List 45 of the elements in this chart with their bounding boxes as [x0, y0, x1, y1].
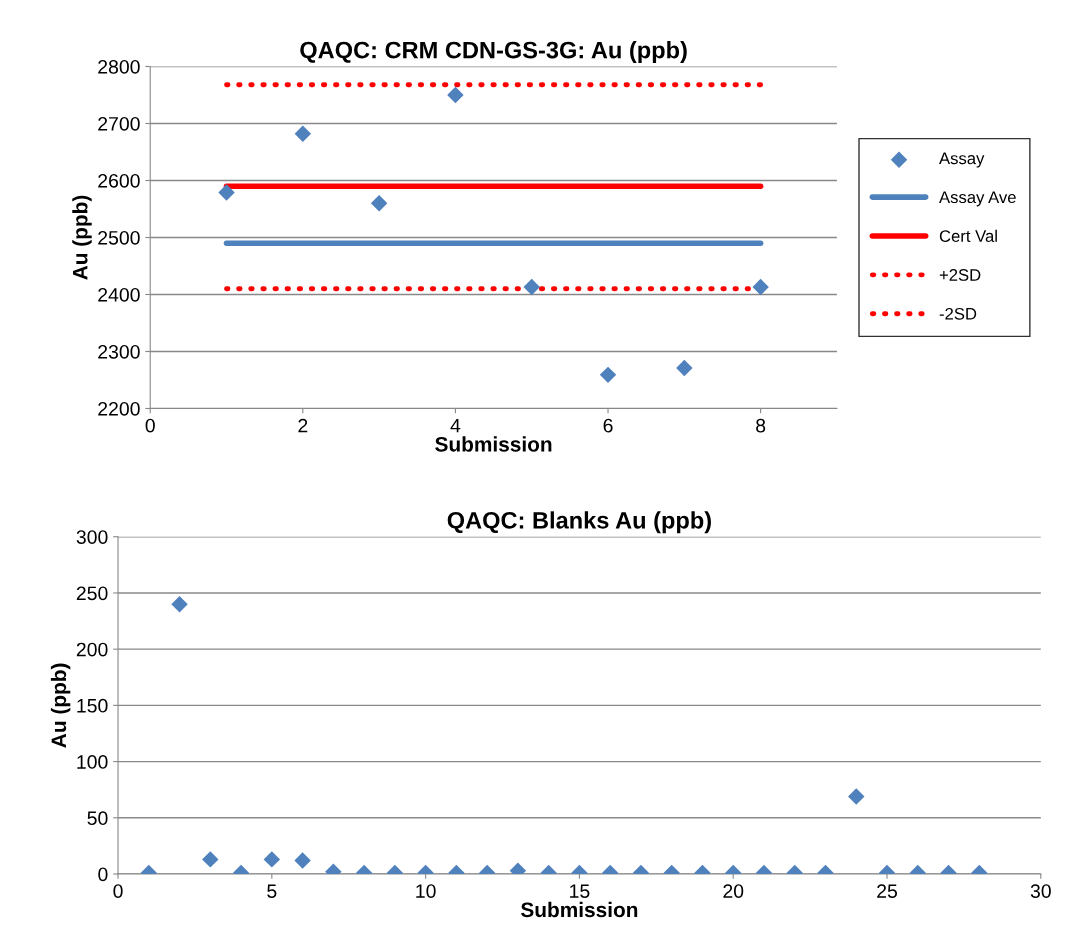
x-tick-label: 6: [603, 418, 613, 433]
legend-label: -2SD: [939, 307, 977, 320]
point: [447, 86, 464, 104]
point: [218, 184, 235, 201]
x-tick-label: 8: [756, 418, 766, 433]
x-tick-label: 5: [267, 884, 277, 898]
y-tick-label: 100: [77, 755, 108, 769]
y-tick-label: 2200: [98, 401, 140, 416]
x-tick-label: 2: [298, 418, 308, 433]
y-tick-label: 2700: [98, 116, 140, 131]
y-tick-label: 2500: [98, 230, 140, 245]
chart-title: QAQC: Blanks Au (ppb): [447, 511, 711, 534]
legend-label: Assay: [939, 152, 985, 168]
y-tick-label: 250: [76, 586, 108, 601]
y-tick-label: 2800: [98, 59, 140, 74]
x-tick-label: 10: [416, 884, 436, 898]
x-axis-title: Submission: [435, 436, 552, 452]
legend-label: Cert Val: [939, 229, 997, 242]
point: [294, 125, 312, 142]
y-tick-label: 150: [77, 698, 108, 713]
y-tick-label: 2300: [98, 344, 140, 359]
point: [523, 278, 540, 296]
legend-label: Assay Ave: [939, 191, 1016, 207]
y-tick-label: 200: [76, 642, 108, 657]
point: [370, 195, 388, 212]
point: [599, 366, 617, 384]
x-tick-label: 0: [145, 418, 155, 433]
x-tick-label: 4: [450, 418, 461, 433]
y-tick-label: 0: [98, 867, 108, 882]
y-tick-label: 2400: [98, 287, 140, 302]
legend-label: +2SD: [939, 269, 981, 281]
point: [752, 278, 769, 296]
y-axis-title: Au (ppb): [50, 663, 71, 748]
x-tick-label: 25: [877, 884, 898, 898]
chart-title: QAQC: CRM CDN-GS-3G: Au (ppb): [300, 41, 687, 64]
x-axis-title: Submission: [520, 901, 638, 918]
point: [171, 595, 188, 613]
point: [676, 359, 693, 377]
y-tick-label: 50: [87, 811, 108, 826]
y-tick-label: 300: [76, 530, 108, 544]
y-axis-title: Au (ppb): [72, 195, 92, 280]
x-tick-label: 30: [1030, 884, 1051, 898]
y-tick-label: 2600: [98, 173, 140, 188]
x-tick-label: 20: [723, 884, 744, 898]
x-tick-label: 15: [570, 884, 590, 898]
